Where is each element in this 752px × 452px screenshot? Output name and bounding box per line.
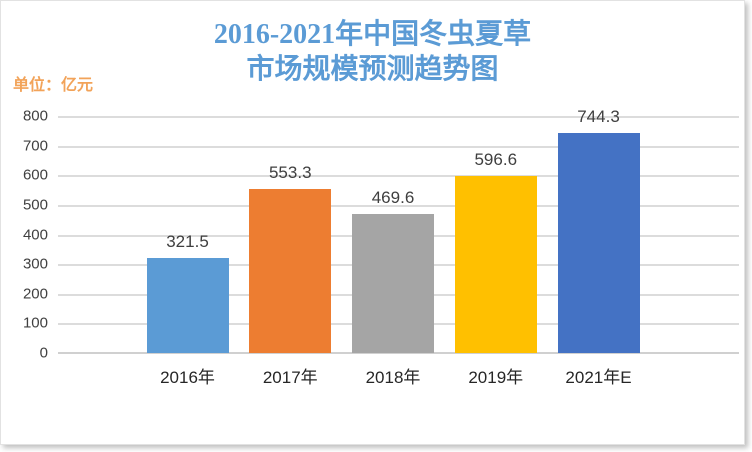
y-tick-label-0: 0 bbox=[39, 344, 48, 362]
bar-2021年E bbox=[557, 132, 640, 353]
x-tick-label-2021年E: 2021年E bbox=[565, 368, 632, 387]
bar-2017年 bbox=[249, 189, 332, 353]
y-tick-label-200: 200 bbox=[22, 285, 48, 303]
gridline-500 bbox=[58, 204, 739, 207]
x-tick-label-2018年: 2018年 bbox=[365, 368, 421, 387]
gridline-700 bbox=[58, 145, 739, 148]
bar-2018年 bbox=[352, 213, 434, 353]
y-tick-label-100: 100 bbox=[22, 314, 48, 332]
x-tick-label-2016年: 2016年 bbox=[160, 368, 215, 387]
chart-card: 2016-2021年中国冬虫夏草 市场规模预测趋势图 单位：亿元 0 100 200… bbox=[0, 0, 745, 445]
gridline-600 bbox=[58, 175, 739, 178]
value-label-2019年: 596.6 bbox=[474, 150, 518, 170]
y-axis: 0 100 200 300 400 500 600 700 800 bbox=[1, 108, 48, 362]
value-label-2018年: 469.6 bbox=[371, 187, 415, 207]
y-tick-label-700: 700 bbox=[22, 137, 48, 155]
bar-2016年 bbox=[146, 257, 229, 353]
y-tick-label-800: 800 bbox=[22, 107, 48, 125]
x-axis-line bbox=[58, 352, 739, 354]
x-tick-label-2019年: 2019年 bbox=[468, 368, 524, 387]
bar-2019年 bbox=[454, 176, 537, 353]
value-label-2017年: 553.3 bbox=[268, 163, 312, 183]
y-tick-label-400: 400 bbox=[22, 226, 48, 243]
chart-title-line1: 2016-2021年中国冬虫夏草 bbox=[213, 19, 532, 50]
chart-title-line2: 市场规模预测趋势图 bbox=[246, 54, 499, 85]
y-tick-label-600: 600 bbox=[22, 166, 48, 184]
unit-label: 单位：亿元 bbox=[13, 77, 94, 94]
y-tick-label-500: 500 bbox=[22, 196, 48, 214]
y-tick-label-300: 300 bbox=[22, 255, 48, 273]
value-label-2016年: 321.5 bbox=[166, 231, 209, 251]
x-tick-label-2017年: 2017年 bbox=[262, 368, 318, 387]
gridline-800 bbox=[58, 116, 739, 118]
plot-area: 321.5 553.3 469.6 596.6 744.3 bbox=[58, 107, 739, 354]
value-label-2021年E: 744.3 bbox=[577, 106, 620, 126]
chart-title: 2016-2021年中国冬虫夏草 市场规模预测趋势图 bbox=[1, 17, 744, 87]
